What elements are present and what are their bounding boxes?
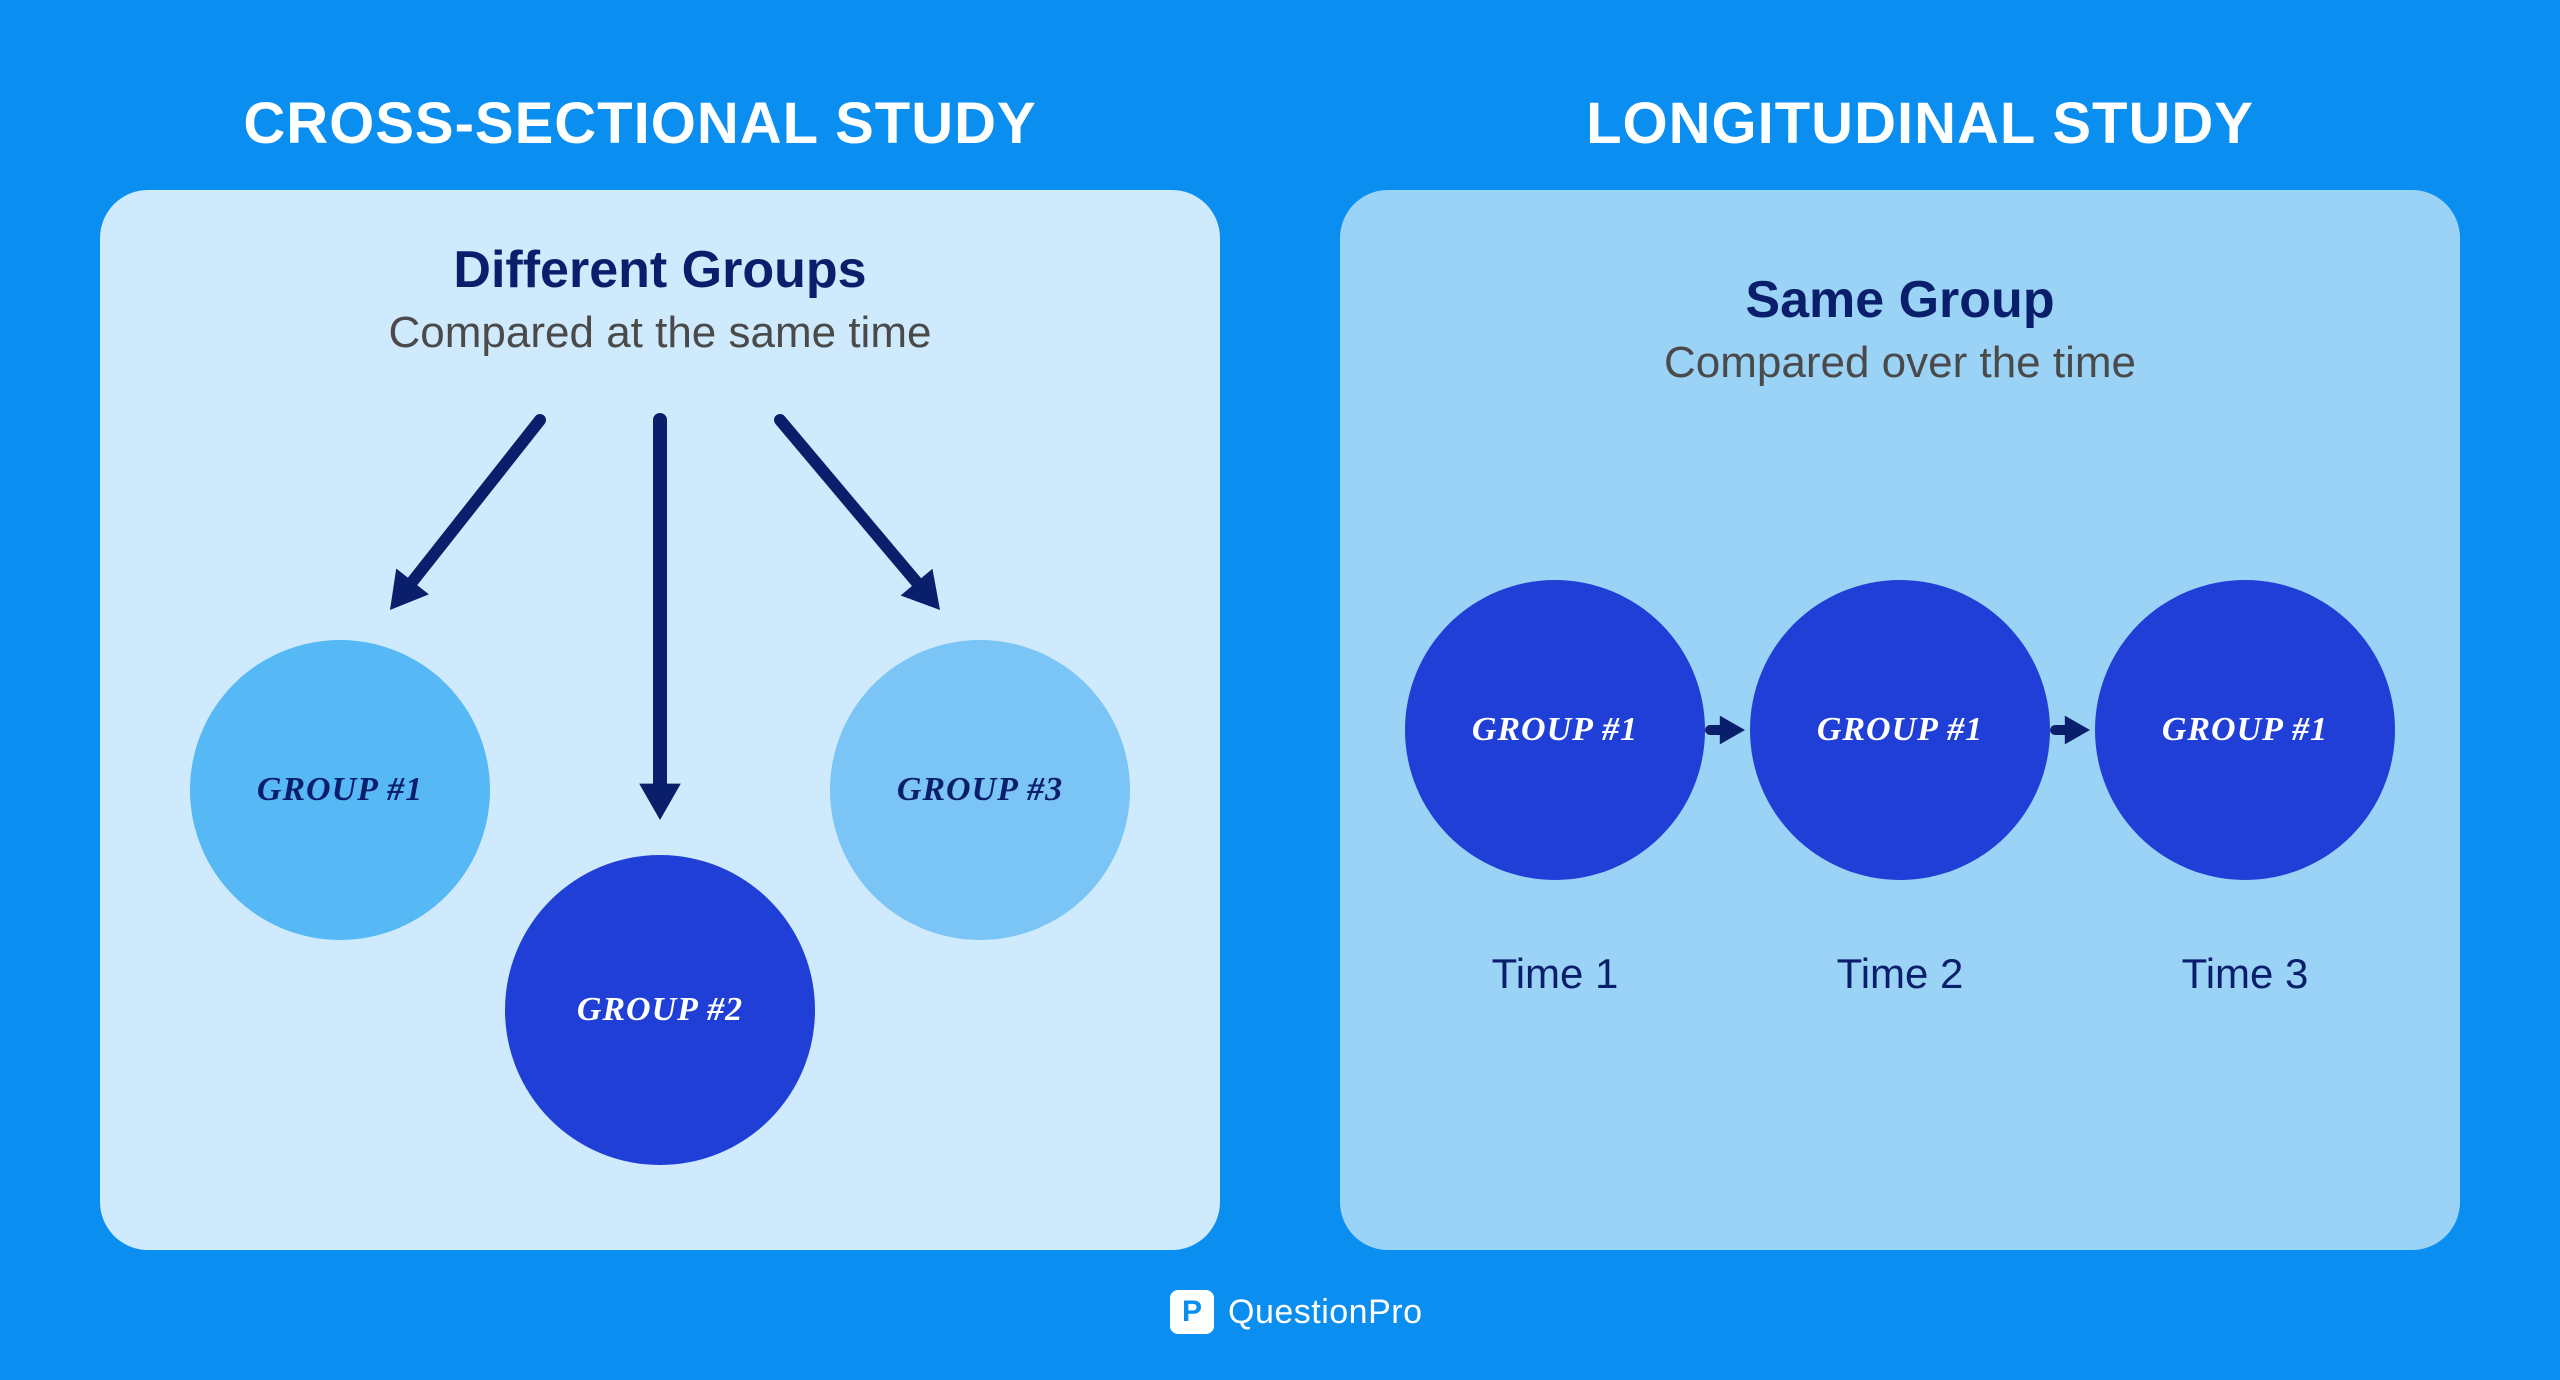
right-group-circle: GROUP #1 [1405, 580, 1705, 880]
left-panel: Different Groups Compared at the same ti… [100, 190, 1220, 1250]
left-group-label: GROUP #3 [897, 771, 1063, 809]
footer: P QuestionPro [1170, 1290, 1423, 1334]
left-title: CROSS-SECTIONAL STUDY [0, 90, 1280, 157]
right-panel: Same Group Compared over the time GROUP … [1340, 190, 2460, 1250]
time-label: Time 2 [1800, 950, 2000, 998]
right-title: LONGITUDINAL STUDY [1280, 90, 2560, 157]
left-group-circle: GROUP #2 [505, 855, 815, 1165]
time-label: Time 1 [1455, 950, 1655, 998]
right-group-circle: GROUP #1 [1750, 580, 2050, 880]
infographic-canvas: CROSS-SECTIONAL STUDY LONGITUDINAL STUDY… [0, 0, 2560, 1380]
time-label: Time 3 [2145, 950, 2345, 998]
brand-logo-icon: P [1170, 1290, 1214, 1334]
left-group-circle: GROUP #3 [830, 640, 1130, 940]
left-group-label: GROUP #2 [577, 991, 743, 1029]
right-group-label: GROUP #1 [1817, 711, 1983, 749]
right-group-circle: GROUP #1 [2095, 580, 2395, 880]
right-group-label: GROUP #1 [2162, 711, 2328, 749]
brand-name: QuestionPro [1228, 1293, 1423, 1332]
left-group-label: GROUP #1 [257, 771, 423, 809]
right-group-label: GROUP #1 [1472, 711, 1638, 749]
left-group-circle: GROUP #1 [190, 640, 490, 940]
